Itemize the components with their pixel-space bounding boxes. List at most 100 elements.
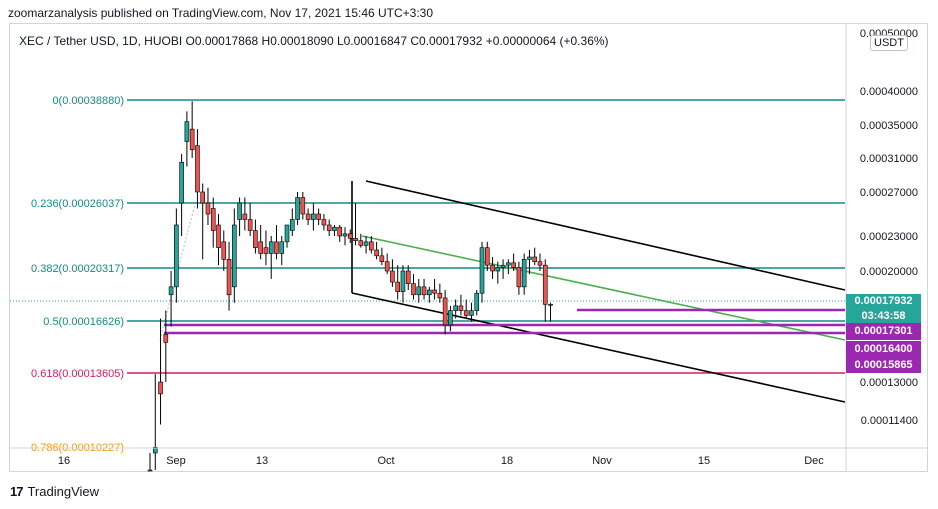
candle-body — [401, 271, 405, 292]
candle-body — [538, 262, 542, 266]
tradingview-logo-icon: 17 — [10, 484, 22, 499]
candle-body — [459, 306, 463, 311]
y-tick-label: 0.00011400 — [861, 415, 918, 427]
candle-body — [522, 259, 526, 287]
candle-body — [206, 203, 210, 214]
y-tick-label: 0.00040000 — [860, 86, 918, 98]
candle-body — [348, 234, 352, 239]
candle-body — [469, 311, 473, 316]
candle-body — [406, 271, 410, 284]
candle-body — [385, 262, 389, 271]
y-tick-label: 0.00031000 — [860, 153, 918, 165]
y-tick-label: 0.00013000 — [860, 377, 918, 389]
candle-body — [243, 214, 247, 220]
fib-label: 0.5(0.00016626) — [43, 316, 124, 328]
candle-body — [217, 225, 221, 248]
candle-body — [264, 248, 268, 254]
candle-body — [527, 257, 531, 259]
candle-body — [359, 241, 363, 246]
x-tick-label: Sep — [166, 455, 186, 467]
candle-body — [438, 293, 442, 298]
candle-body — [159, 382, 163, 394]
x-axis[interactable]: 16 Sep 13 Oct 18 Nov 15 Dec — [10, 448, 927, 467]
y-axis[interactable]: 0.000500000.000400000.000350000.00031000… — [846, 24, 918, 471]
candle-body — [322, 220, 326, 226]
candle-body — [480, 248, 484, 294]
candle-body — [232, 225, 236, 287]
candle-body — [464, 311, 468, 316]
candle-body — [369, 242, 373, 250]
brand-name: TradingView — [27, 484, 99, 499]
candle-body — [148, 470, 152, 471]
candle-body — [174, 225, 178, 287]
candle-body — [238, 203, 242, 220]
level-tag-3: 0.00015865 — [846, 358, 921, 373]
candle-body — [475, 293, 479, 310]
candle-body — [417, 287, 421, 295]
candle-body — [390, 271, 394, 282]
level-tag-1: 0.00017301 — [846, 323, 921, 340]
candle-body — [485, 248, 489, 266]
candle-body — [190, 129, 194, 150]
candle-body — [180, 162, 184, 203]
candle-body — [496, 268, 500, 272]
candle-body — [280, 242, 284, 254]
candle-body — [517, 268, 521, 287]
current-price-tag: 0.00017932 03:43:58 — [846, 294, 921, 324]
candle-body — [427, 290, 431, 295]
channel-upper-line — [366, 181, 845, 290]
candle-body — [259, 242, 263, 254]
candle-body — [422, 287, 426, 295]
candle-body — [433, 290, 437, 293]
candle-body — [454, 306, 458, 311]
x-tick-label: 16 — [58, 455, 70, 467]
fib-label: 0.236(0.00026037) — [31, 198, 124, 210]
candle-body — [343, 234, 347, 236]
x-tick-label: Nov — [592, 455, 612, 467]
candle-body — [285, 225, 289, 242]
candles — [148, 101, 553, 471]
candle-body — [253, 231, 257, 248]
y-tick-label: 0.00027000 — [860, 187, 918, 199]
x-tick-label: 13 — [256, 455, 268, 467]
level-tag-2: 0.00016400 — [846, 341, 921, 358]
candle-body — [512, 263, 516, 268]
y-tick-label: 0.00023000 — [860, 231, 918, 243]
candle-body — [364, 242, 368, 246]
candle-body — [443, 298, 447, 325]
x-tick-label: 18 — [501, 455, 513, 467]
candle-body — [195, 146, 199, 192]
x-tick-label: Oct — [377, 455, 394, 467]
candle-body — [311, 214, 315, 220]
candle-body — [269, 242, 273, 254]
candle-body — [332, 227, 336, 230]
candle-body — [448, 311, 452, 325]
current-price: 0.00017932 — [846, 294, 921, 309]
candle-body — [491, 265, 495, 271]
candle-body — [506, 263, 510, 265]
candle-body — [211, 209, 215, 231]
drawings — [160, 181, 845, 402]
candle-body — [412, 284, 416, 295]
symbol-info: XEC / Tether USD, 1D, HUOBI O0.00017868 … — [19, 34, 609, 48]
candle-body — [185, 122, 189, 142]
candle-body — [274, 242, 278, 254]
fib-label: 0.618(0.00013605) — [31, 368, 124, 380]
candle-body — [306, 214, 310, 220]
candle-body — [222, 242, 226, 259]
candle-body — [380, 256, 384, 262]
candle-body — [549, 304, 553, 305]
fib-levels: 0(0.00038880) 0.236(0.00026037) 0.382(0.00… — [10, 95, 845, 454]
y-tick-label: 0.00035000 — [860, 120, 918, 132]
fib-label: 0.382(0.00020317) — [31, 263, 124, 275]
candle-body — [301, 198, 305, 215]
footer[interactable]: 17 TradingView — [10, 484, 99, 499]
currency-badge[interactable]: USDT — [870, 35, 908, 51]
candle-body — [164, 334, 168, 342]
candle-body — [375, 250, 379, 256]
candle-body — [248, 220, 252, 231]
candle-body — [317, 214, 321, 220]
x-tick-label: 15 — [698, 455, 710, 467]
candle-body — [533, 257, 537, 262]
